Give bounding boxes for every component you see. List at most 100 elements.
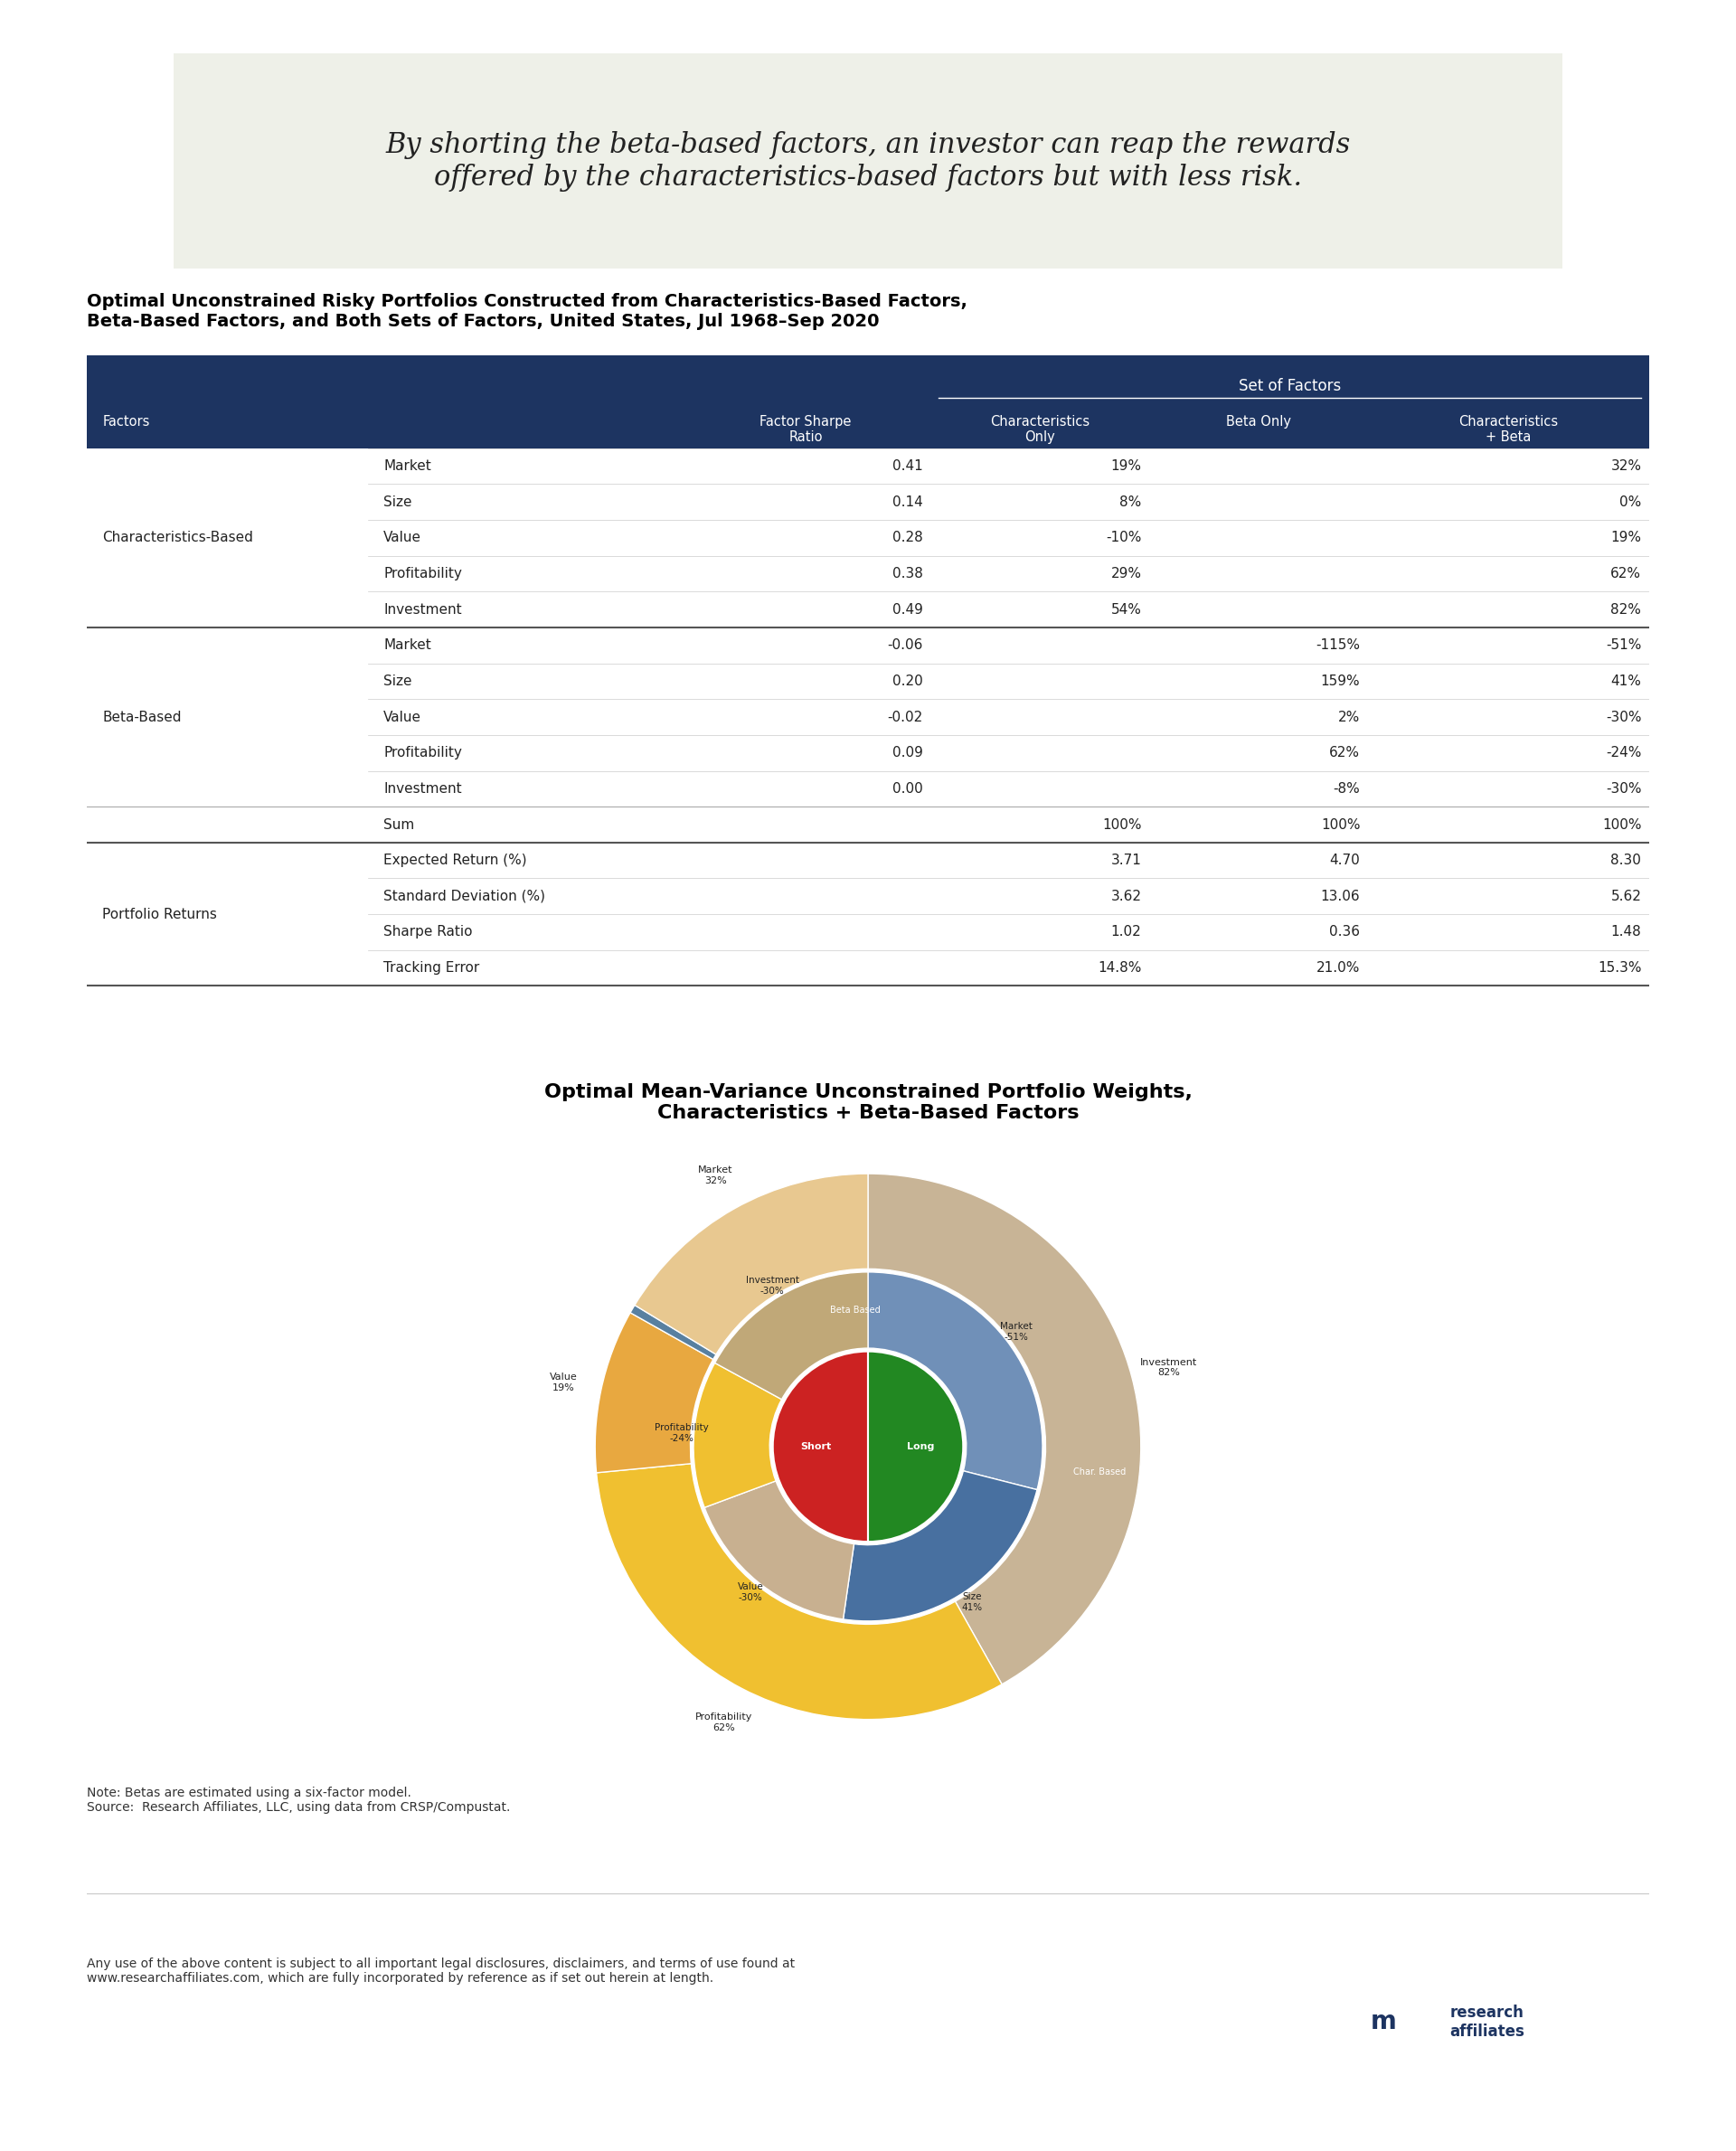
Text: 5.62: 5.62 [1611,891,1642,903]
Text: By shorting the beta-based factors, an investor can reap the rewards
offered by : By shorting the beta-based factors, an i… [385,131,1351,191]
Text: Value: Value [384,531,422,544]
Bar [87,914,1649,951]
Wedge shape [597,1463,1002,1719]
Text: 0.14: 0.14 [892,495,924,510]
Text: Characteristics-Based: Characteristics-Based [102,531,253,544]
Bar [87,736,1649,770]
Text: 41%: 41% [1611,675,1642,688]
Text: -24%: -24% [1606,746,1642,759]
Text: Sum: Sum [384,817,415,832]
Text: Market: Market [384,639,431,652]
Text: Beta-Based: Beta-Based [102,710,182,725]
Text: 54%: 54% [1111,602,1142,617]
Bar [87,628,1649,663]
Text: 0.41: 0.41 [892,460,924,473]
Text: Investment
-30%: Investment -30% [746,1276,799,1295]
Text: Any use of the above content is subject to all important legal disclosures, disc: Any use of the above content is subject … [87,1957,795,1985]
Wedge shape [868,1351,963,1542]
Text: -51%: -51% [1606,639,1642,652]
Text: Standard Deviation (%): Standard Deviation (%) [384,891,545,903]
Text: 100%: 100% [1321,817,1361,832]
Text: 100%: 100% [1102,817,1142,832]
Wedge shape [715,1271,868,1400]
Text: Beta Only: Beta Only [1226,415,1292,428]
Text: 0.28: 0.28 [892,531,924,544]
Bar [87,555,1649,592]
Text: 8.30: 8.30 [1611,854,1642,867]
Text: 4.70: 4.70 [1330,854,1361,867]
Text: -0.06: -0.06 [887,639,924,652]
Bar [87,951,1649,985]
Wedge shape [868,1174,1141,1684]
Text: 62%: 62% [1611,568,1642,581]
Text: Value
-30%: Value -30% [738,1583,764,1602]
Bar [87,699,1649,736]
Text: Profitability
-24%: Profitability -24% [654,1424,708,1443]
Text: -10%: -10% [1106,531,1142,544]
Text: Factor Sharpe
Ratio: Factor Sharpe Ratio [760,415,851,445]
Wedge shape [844,1471,1036,1622]
Text: 19%: 19% [1611,531,1642,544]
Text: Size: Size [384,675,411,688]
Text: Value
19%: Value 19% [550,1372,578,1392]
Text: Tracking Error: Tracking Error [384,961,479,974]
Text: 82%: 82% [1611,602,1642,617]
Text: -0.02: -0.02 [887,710,924,725]
Text: 32%: 32% [1611,460,1642,473]
Text: Expected Return (%): Expected Return (%) [384,854,528,867]
Wedge shape [773,1351,868,1542]
Bar [87,807,1649,843]
Text: 1.02: 1.02 [1111,925,1142,938]
Text: 159%: 159% [1321,675,1361,688]
Text: -8%: -8% [1333,783,1361,796]
Text: Characteristics
Only: Characteristics Only [990,415,1090,445]
Wedge shape [635,1174,868,1355]
Text: 14.8%: 14.8% [1097,961,1142,974]
Bar [87,521,1649,555]
Bar [87,663,1649,699]
Text: 0.36: 0.36 [1330,925,1361,938]
Text: 19%: 19% [1111,460,1142,473]
Text: m: m [1370,2009,1397,2035]
Text: Long: Long [906,1441,934,1452]
Text: Beta Based: Beta Based [830,1306,880,1314]
Text: Factors: Factors [102,415,149,428]
Text: 62%: 62% [1330,746,1361,759]
Text: 1.48: 1.48 [1611,925,1642,938]
Text: Market: Market [384,460,431,473]
Wedge shape [693,1364,781,1508]
Text: Char. Based: Char. Based [1073,1467,1127,1476]
Text: -30%: -30% [1606,710,1642,725]
Text: Optimal Unconstrained Risky Portfolios Constructed from Characteristics-Based Fa: Optimal Unconstrained Risky Portfolios C… [87,293,967,331]
Text: Size
41%: Size 41% [962,1592,983,1611]
Text: 3.62: 3.62 [1111,891,1142,903]
Text: 0.00: 0.00 [892,783,924,796]
Text: 15.3%: 15.3% [1597,961,1642,974]
Text: Investment: Investment [384,602,462,617]
Text: Size: Size [384,495,411,510]
Text: Set of Factors: Set of Factors [1240,379,1340,394]
Text: research
affiliates: research affiliates [1450,2005,1524,2039]
Text: 0.09: 0.09 [892,746,924,759]
Text: Portfolio Returns: Portfolio Returns [102,908,217,921]
Text: Profitability: Profitability [384,568,462,581]
Text: Short: Short [800,1441,832,1452]
Text: 3.71: 3.71 [1111,854,1142,867]
Bar [87,592,1649,628]
Bar [87,447,1649,484]
Wedge shape [630,1306,715,1359]
Text: Note: Betas are estimated using a six-factor model.
Source:  Research Affiliates: Note: Betas are estimated using a six-fa… [87,1785,510,1813]
Bar [87,843,1649,878]
Text: 29%: 29% [1111,568,1142,581]
Bar [87,770,1649,807]
Text: 0.49: 0.49 [892,602,924,617]
Text: Value: Value [384,710,422,725]
Text: Investment: Investment [384,783,462,796]
Text: 2%: 2% [1338,710,1361,725]
Text: Sharpe Ratio: Sharpe Ratio [384,925,472,938]
Text: 100%: 100% [1602,817,1642,832]
Bar [87,355,1649,447]
Text: Optimal Mean-Variance Unconstrained Portfolio Weights,
Characteristics + Beta-Ba: Optimal Mean-Variance Unconstrained Port… [543,1082,1193,1123]
Text: Market
-51%: Market -51% [1000,1323,1031,1342]
Text: 0.38: 0.38 [892,568,924,581]
